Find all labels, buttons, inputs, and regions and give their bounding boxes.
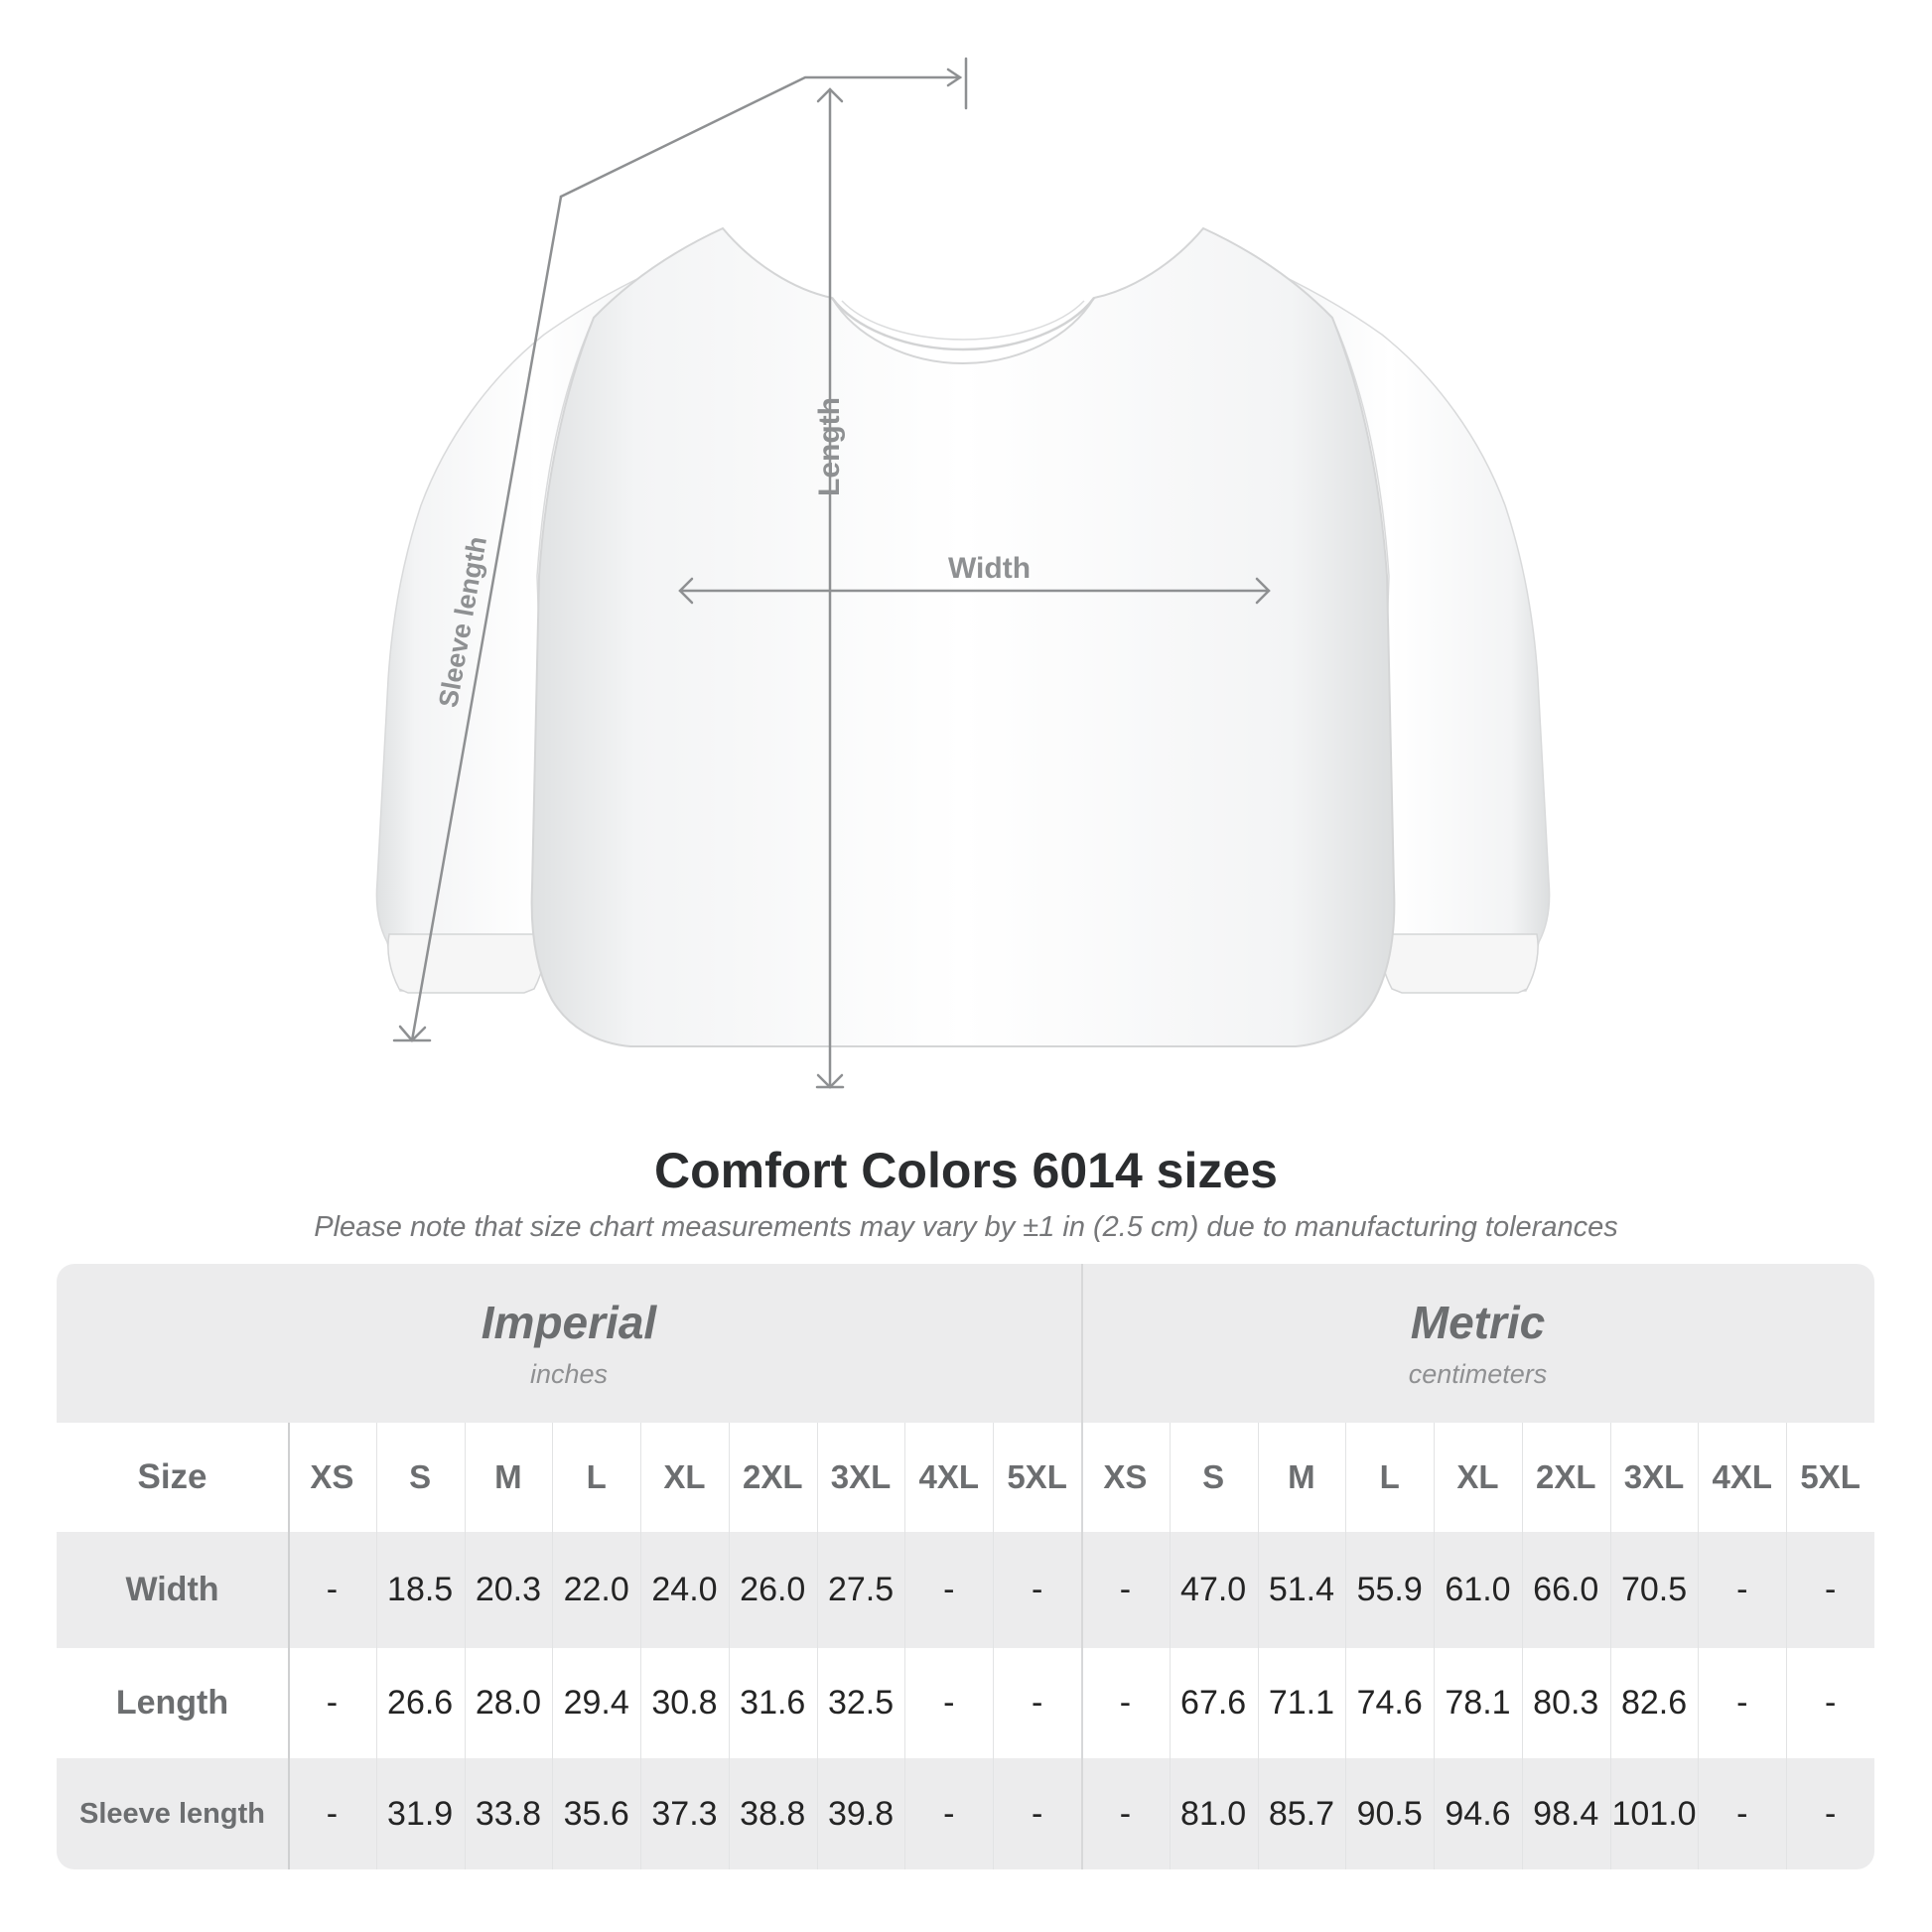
svg-text:Length: Length bbox=[813, 397, 846, 496]
svg-text:Width: Width bbox=[948, 552, 1031, 585]
